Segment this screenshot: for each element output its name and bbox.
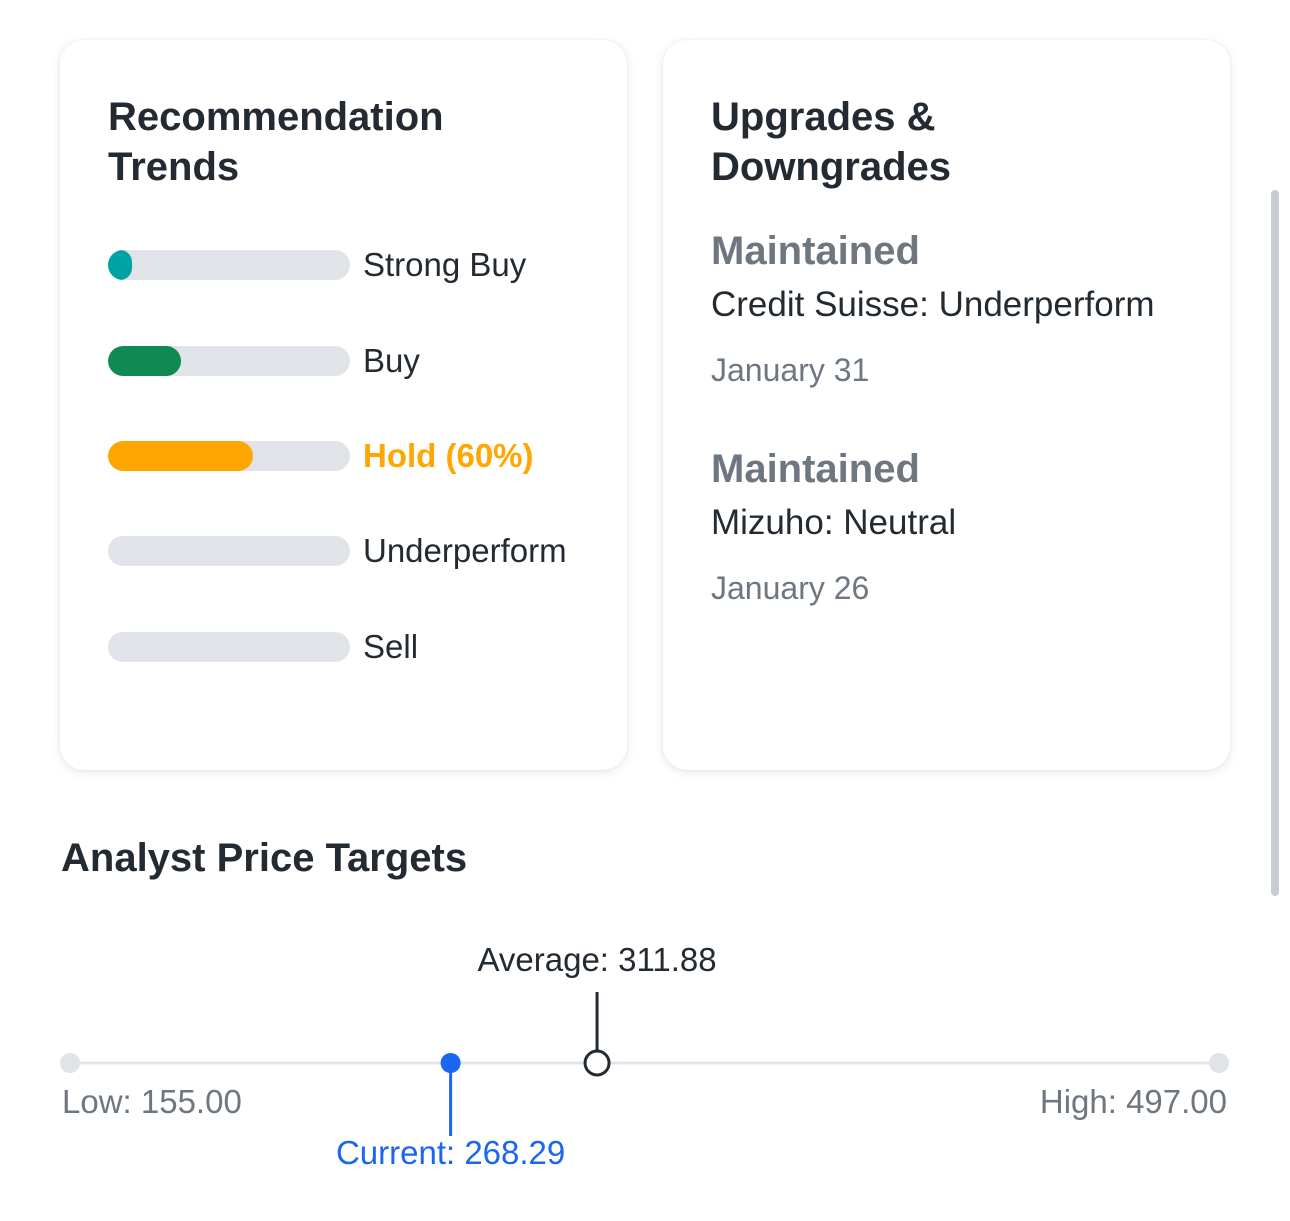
vertical-scrollbar[interactable] [1271, 190, 1279, 896]
rec-label: Hold (60%) [363, 437, 534, 474]
low-price-label: Low: 155.00 [62, 1083, 242, 1120]
analyst-price-targets-chart: Low: 155.00 High: 497.00 Current: 268.29… [60, 941, 1229, 1171]
rec-label: Underperform [363, 532, 567, 569]
low-price-dot [60, 1053, 80, 1073]
upgrade-date: January 31 [711, 352, 870, 388]
rec-bar-track [108, 441, 350, 471]
rec-bar-track [108, 250, 350, 280]
rec-row-sell[interactable]: Sell [108, 627, 608, 667]
average-price-label: Average: 311.88 [477, 941, 716, 978]
rec-row-buy[interactable]: Buy [108, 341, 608, 381]
average-price-marker[interactable] [583, 1049, 611, 1077]
high-price-label: High: 497.00 [1040, 1083, 1227, 1120]
current-price-marker[interactable] [440, 1053, 461, 1073]
rec-bar-fill [108, 346, 181, 376]
upgrade-action: Maintained [711, 447, 920, 491]
analyst-price-targets-title: Analyst Price Targets [61, 836, 468, 880]
rec-bar-track [108, 346, 350, 376]
high-price-dot [1209, 1053, 1229, 1073]
rec-bar-track [108, 536, 350, 566]
rec-bar-track [108, 632, 350, 662]
upgrade-firm-rating: Mizuho: Neutral [711, 503, 957, 542]
rec-bar-fill [108, 441, 254, 471]
rec-label: Buy [363, 342, 420, 379]
upgrade-firm-rating: Credit Suisse: Underperform [711, 285, 1155, 324]
current-price-label: Current: 268.29 [336, 1134, 565, 1171]
rec-label: Strong Buy [363, 246, 527, 283]
rec-row-underperform[interactable]: Underperform [108, 531, 608, 571]
upgrades-downgrades-card: Upgrades & Downgrades Maintained Credit … [663, 40, 1230, 770]
upgrade-date: January 26 [711, 570, 870, 606]
recommendation-trends-title: Recommendation Trends [108, 95, 444, 189]
rec-row-strong-buy[interactable]: Strong Buy [108, 245, 608, 285]
rec-row-hold[interactable]: Hold (60%) [108, 436, 608, 476]
rec-bar-fill [108, 250, 133, 280]
recommendation-trends-card: Recommendation Trends Strong Buy Buy Hol… [60, 40, 627, 770]
rec-label: Sell [363, 628, 419, 665]
upgrade-action: Maintained [711, 229, 920, 273]
upgrades-downgrades-title: Upgrades & Downgrades [711, 95, 952, 189]
